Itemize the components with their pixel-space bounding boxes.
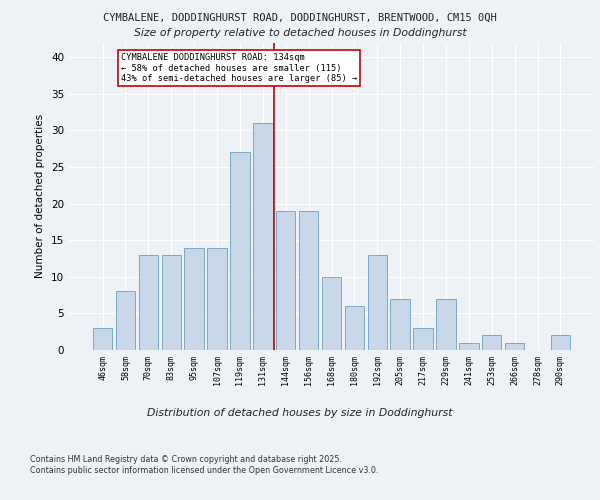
Bar bbox=[139, 255, 158, 350]
Bar bbox=[299, 211, 319, 350]
Bar bbox=[459, 342, 479, 350]
Bar bbox=[230, 152, 250, 350]
Bar bbox=[551, 336, 570, 350]
Text: Size of property relative to detached houses in Doddinghurst: Size of property relative to detached ho… bbox=[134, 28, 466, 38]
Bar bbox=[436, 298, 455, 350]
Y-axis label: Number of detached properties: Number of detached properties bbox=[35, 114, 46, 278]
Bar bbox=[93, 328, 112, 350]
Text: Contains public sector information licensed under the Open Government Licence v3: Contains public sector information licen… bbox=[30, 466, 379, 475]
Text: CYMBALENE DODDINGHURST ROAD: 134sqm
← 58% of detached houses are smaller (115)
4: CYMBALENE DODDINGHURST ROAD: 134sqm ← 58… bbox=[121, 54, 357, 84]
Bar bbox=[253, 123, 272, 350]
Text: Distribution of detached houses by size in Doddinghurst: Distribution of detached houses by size … bbox=[147, 408, 453, 418]
Bar bbox=[161, 255, 181, 350]
Bar bbox=[276, 211, 295, 350]
Bar bbox=[482, 336, 502, 350]
Text: Contains HM Land Registry data © Crown copyright and database right 2025.: Contains HM Land Registry data © Crown c… bbox=[30, 455, 342, 464]
Bar bbox=[505, 342, 524, 350]
Text: CYMBALENE, DODDINGHURST ROAD, DODDINGHURST, BRENTWOOD, CM15 0QH: CYMBALENE, DODDINGHURST ROAD, DODDINGHUR… bbox=[103, 12, 497, 22]
Bar bbox=[184, 248, 204, 350]
Bar bbox=[116, 292, 135, 350]
Bar bbox=[413, 328, 433, 350]
Bar bbox=[391, 298, 410, 350]
Bar bbox=[322, 277, 341, 350]
Bar bbox=[368, 255, 387, 350]
Bar bbox=[344, 306, 364, 350]
Bar bbox=[208, 248, 227, 350]
